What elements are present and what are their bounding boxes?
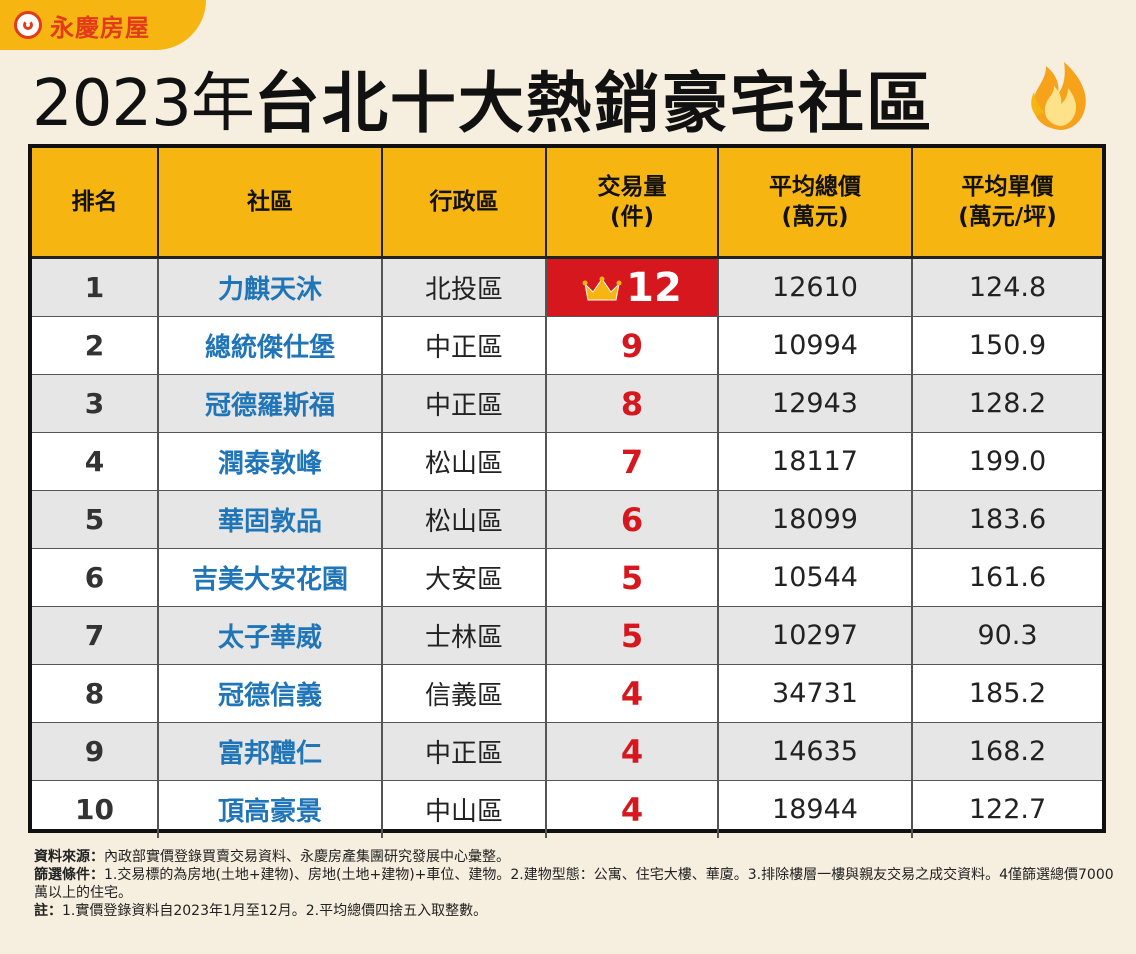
average-total-price-cell: 18099 (718, 490, 913, 549)
average-unit-price-cell: 150.9 (912, 316, 1102, 375)
column-header: 平均單價 (萬元/坪) (912, 148, 1102, 259)
rank-cell: 8 (32, 664, 159, 723)
district-cell: 松山區 (382, 490, 547, 549)
transaction-count-cell: 7 (546, 432, 719, 491)
top-count-value: 12 (626, 264, 682, 311)
average-total-price-cell: 10297 (718, 606, 913, 665)
average-unit-price-cell: 161.6 (912, 548, 1102, 607)
district-cell: 中正區 (382, 722, 547, 781)
rank-cell: 3 (32, 374, 159, 433)
average-total-price-cell: 14635 (718, 722, 913, 781)
rank-cell: 10 (32, 780, 159, 838)
district-cell: 中山區 (382, 780, 547, 838)
footnotes: 資料來源：內政部實價登錄買賣交易資料、永慶房產集團研究發展中心彙整。 篩選條件：… (34, 848, 1114, 920)
district-cell: 中正區 (382, 374, 547, 433)
column-header: 交易量 (件) (546, 148, 719, 259)
community-name-cell: 冠德信義 (158, 664, 383, 723)
column-header: 排名 (32, 148, 159, 259)
note-label: 註： (34, 903, 62, 919)
community-name-cell: 冠德羅斯福 (158, 374, 383, 433)
table-row: 1 力麒天沐 北投區 12 12610 124.8 (32, 257, 1102, 317)
rank-cell: 6 (32, 548, 159, 607)
district-cell: 松山區 (382, 432, 547, 491)
transaction-count-cell: 9 (546, 316, 719, 375)
district-cell: 大安區 (382, 548, 547, 607)
column-header: 行政區 (382, 148, 547, 259)
district-cell: 士林區 (382, 606, 547, 665)
average-unit-price-cell: 168.2 (912, 722, 1102, 781)
table-row: 4 潤泰敦峰 松山區 7 18117 199.0 (32, 432, 1102, 491)
transaction-count-cell: 5 (546, 606, 719, 665)
average-total-price-cell: 18117 (718, 432, 913, 491)
table-row: 7 太子華威 士林區 5 10297 90.3 (32, 606, 1102, 665)
rank-cell: 5 (32, 490, 159, 549)
remark-note: 註：1.實價登錄資料自2023年1月至12月。2.平均總價四捨五入取整數。 (34, 902, 1114, 920)
flame-icon (1031, 62, 1086, 130)
community-name-cell: 力麒天沐 (158, 257, 383, 317)
source-label: 資料來源： (34, 849, 104, 865)
average-unit-price-cell: 122.7 (968, 794, 1047, 825)
average-total-price-cell: 34731 (718, 664, 913, 723)
crown-icon (582, 276, 622, 300)
average-unit-price-cell: 90.3 (912, 606, 1102, 665)
table-row: 8 冠德信義 信義區 4 34731 185.2 (32, 664, 1102, 723)
average-total-price-cell: 12943 (718, 374, 913, 433)
average-total-price-cell: 10994 (718, 316, 913, 375)
column-header: 社區 (158, 148, 383, 259)
transaction-count-cell: 6 (546, 490, 719, 549)
table-row: 3 冠德羅斯福 中正區 8 12943 128.2 (32, 374, 1102, 433)
table-row: 10 頂高豪景 中山區 4 18944 122.7 (32, 780, 1102, 838)
brand-logo-text: 永慶房屋 (50, 13, 150, 42)
transaction-count-cell: 8 (546, 374, 719, 433)
average-total-price-cell: 12610 (718, 257, 913, 317)
average-unit-price-cell: 183.6 (912, 490, 1102, 549)
rank-cell: 1 (32, 257, 159, 317)
transaction-count-cell: 4 (546, 664, 719, 723)
community-name-cell: 吉美大安花園 (158, 548, 383, 607)
rank-cell: 4 (32, 432, 159, 491)
community-name-cell: 總統傑仕堡 (158, 316, 383, 375)
average-unit-price-cell: 128.2 (912, 374, 1102, 433)
community-name-cell: 太子華威 (158, 606, 383, 665)
community-name-cell: 華固敦品 (158, 490, 383, 549)
average-unit-price-cell: 124.8 (912, 257, 1102, 317)
brand-logo: 永慶房屋 (0, 0, 206, 50)
community-name-cell: 富邦醴仁 (158, 722, 383, 781)
note-text: 1.實價登錄資料自2023年1月至12月。2.平均總價四捨五入取整數。 (62, 903, 488, 919)
page-title: 2023年 台北十大熱銷豪宅社區 (32, 56, 934, 142)
filter-label: 篩選條件： (34, 867, 104, 883)
average-total-price-cell: 10544 (718, 548, 913, 607)
table-row: 5 華固敦品 松山區 6 18099 183.6 (32, 490, 1102, 549)
ranking-table: 排名 社區 行政區 交易量 (件) 平均總價 (萬元) 平均單價 (萬元/坪) … (28, 144, 1106, 838)
transaction-count-cell: 12 (546, 257, 719, 317)
district-cell: 中正區 (382, 316, 547, 375)
community-name-cell: 潤泰敦峰 (158, 432, 383, 491)
filter-note: 篩選條件：1.交易標的為房地(土地+建物)、房地(土地+建物)+車位、建物。2.… (34, 866, 1114, 902)
transaction-count-cell: 5 (546, 548, 719, 607)
transaction-count-cell: 4 (546, 780, 719, 838)
source-text: 內政部實價登錄買賣交易資料、永慶房產集團研究發展中心彙整。 (104, 849, 510, 865)
source-note: 資料來源：內政部實價登錄買賣交易資料、永慶房產集團研究發展中心彙整。 (34, 848, 1114, 866)
column-header: 平均總價 (萬元) (718, 148, 913, 259)
rank-cell: 7 (32, 606, 159, 665)
average-total-price-cell: 18944 (718, 780, 913, 838)
title-main: 台北十大熱銷豪宅社區 (253, 65, 934, 142)
district-cell: 北投區 (382, 257, 547, 317)
district-cell: 信義區 (382, 664, 547, 723)
table-row: 2 總統傑仕堡 中正區 9 10994 150.9 (32, 316, 1102, 375)
average-unit-price-cell: 199.0 (912, 432, 1102, 491)
transaction-count-cell: 4 (546, 722, 719, 781)
brand-logo-icon (14, 11, 42, 39)
rank-cell: 9 (32, 722, 159, 781)
average-unit-price-cell: 185.2 (912, 664, 1102, 723)
table-row: 9 富邦醴仁 中正區 4 14635 168.2 (32, 722, 1102, 781)
community-name-cell: 頂高豪景 (158, 780, 383, 838)
table-row: 6 吉美大安花園 大安區 5 10544 161.6 (32, 548, 1102, 607)
table-header-row: 排名 社區 行政區 交易量 (件) 平均總價 (萬元) 平均單價 (萬元/坪) (32, 148, 1102, 259)
title-year: 2023年 (32, 67, 255, 141)
rank-cell: 2 (32, 316, 159, 375)
filter-text: 1.交易標的為房地(土地+建物)、房地(土地+建物)+車位、建物。2.建物型態：… (34, 867, 1114, 901)
